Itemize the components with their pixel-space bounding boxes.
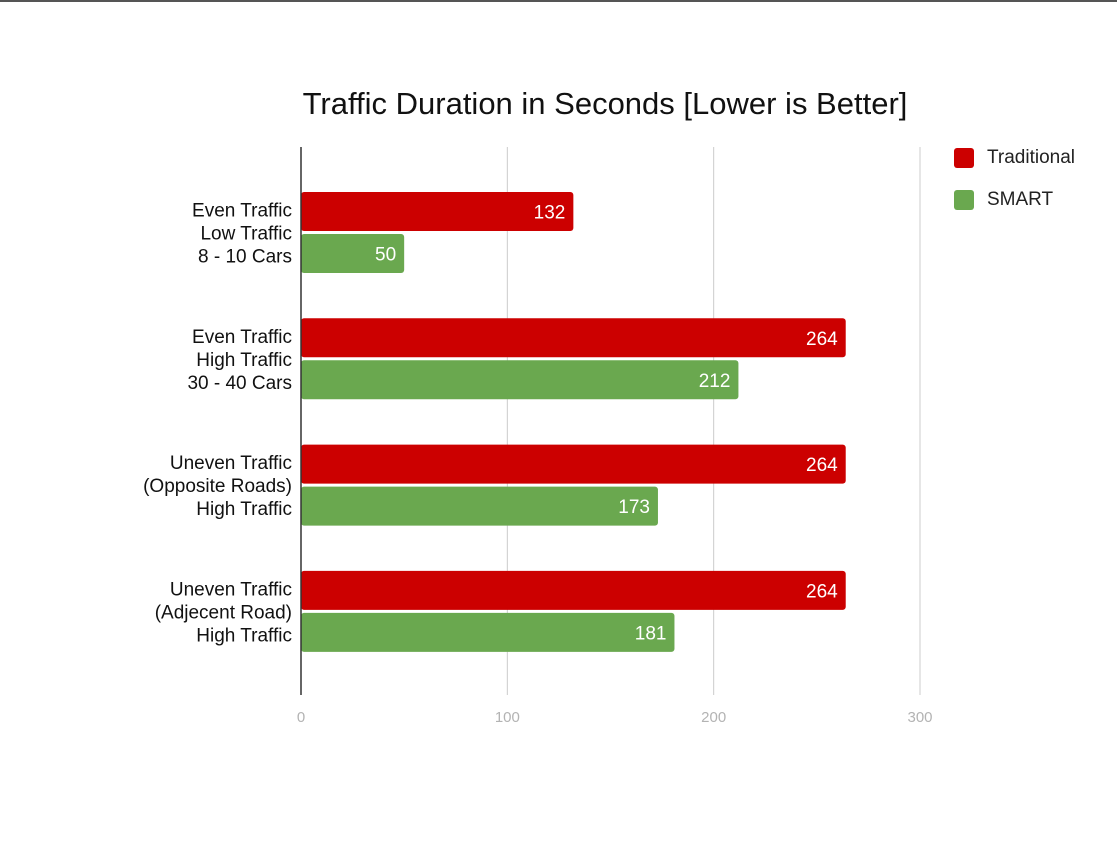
bar-traditional-2	[301, 444, 846, 484]
category-label-line: 8 - 10 Cars	[198, 247, 292, 268]
data-label-smart-3: 181	[635, 623, 667, 644]
x-tick-label-100: 100	[495, 709, 520, 726]
legend: Traditional SMART	[954, 146, 1075, 230]
category-label-line: Uneven Traffic	[170, 453, 292, 474]
x-tick-label-300: 300	[907, 709, 932, 726]
data-label-smart-2: 173	[618, 497, 650, 518]
legend-item-smart: SMART	[954, 188, 1075, 212]
category-label-line: (Opposite Roads)	[143, 476, 292, 497]
chart-title: Traffic Duration in Seconds [Lower is Be…	[302, 86, 908, 121]
category-label-line: High Traffic	[196, 499, 292, 520]
category-label-line: (Adjecent Road)	[155, 602, 292, 623]
bar-traditional-3	[301, 570, 846, 610]
category-label-2: Uneven Traffic (Opposite Roads) High Traff…	[143, 453, 292, 520]
category-label-line: High Traffic	[196, 350, 292, 371]
legend-label-smart: SMART	[987, 189, 1054, 210]
legend-swatch-smart	[954, 190, 974, 210]
bar-smart-3	[301, 612, 675, 652]
data-label-smart-0: 50	[375, 245, 396, 266]
category-label-3: Uneven Traffic (Adjecent Road) High Traffi…	[155, 579, 292, 646]
bar-smart-2	[301, 486, 658, 526]
legend-swatch-traditional	[954, 148, 974, 168]
category-label-line: High Traffic	[196, 625, 292, 646]
bar-traditional-1	[301, 318, 846, 358]
data-label-traditional-3: 264	[806, 581, 838, 602]
legend-label-traditional: Traditional	[987, 147, 1076, 168]
category-label-1: Even Traffic High Traffic 30 - 40 Cars	[187, 327, 292, 394]
legend-item-traditional: Traditional	[954, 146, 1075, 170]
category-label-line: 30 - 40 Cars	[187, 373, 292, 394]
category-label-line: Low Traffic	[200, 224, 292, 245]
category-label-0: Even Traffic Low Traffic 8 - 10 Cars	[192, 201, 292, 268]
data-label-smart-1: 212	[699, 371, 731, 392]
category-label-line: Even Traffic	[192, 201, 292, 222]
bar-traditional-0	[301, 192, 574, 231]
bar-smart-0	[301, 234, 405, 273]
bar-smart-1	[301, 360, 739, 400]
data-label-traditional-1: 264	[806, 329, 838, 350]
data-label-traditional-2: 264	[806, 455, 838, 476]
data-label-traditional-0: 132	[534, 203, 566, 224]
x-tick-label-0: 0	[297, 709, 305, 726]
category-label-line: Even Traffic	[192, 327, 292, 348]
x-tick-label-200: 200	[701, 709, 726, 726]
category-label-line: Uneven Traffic	[170, 579, 292, 600]
